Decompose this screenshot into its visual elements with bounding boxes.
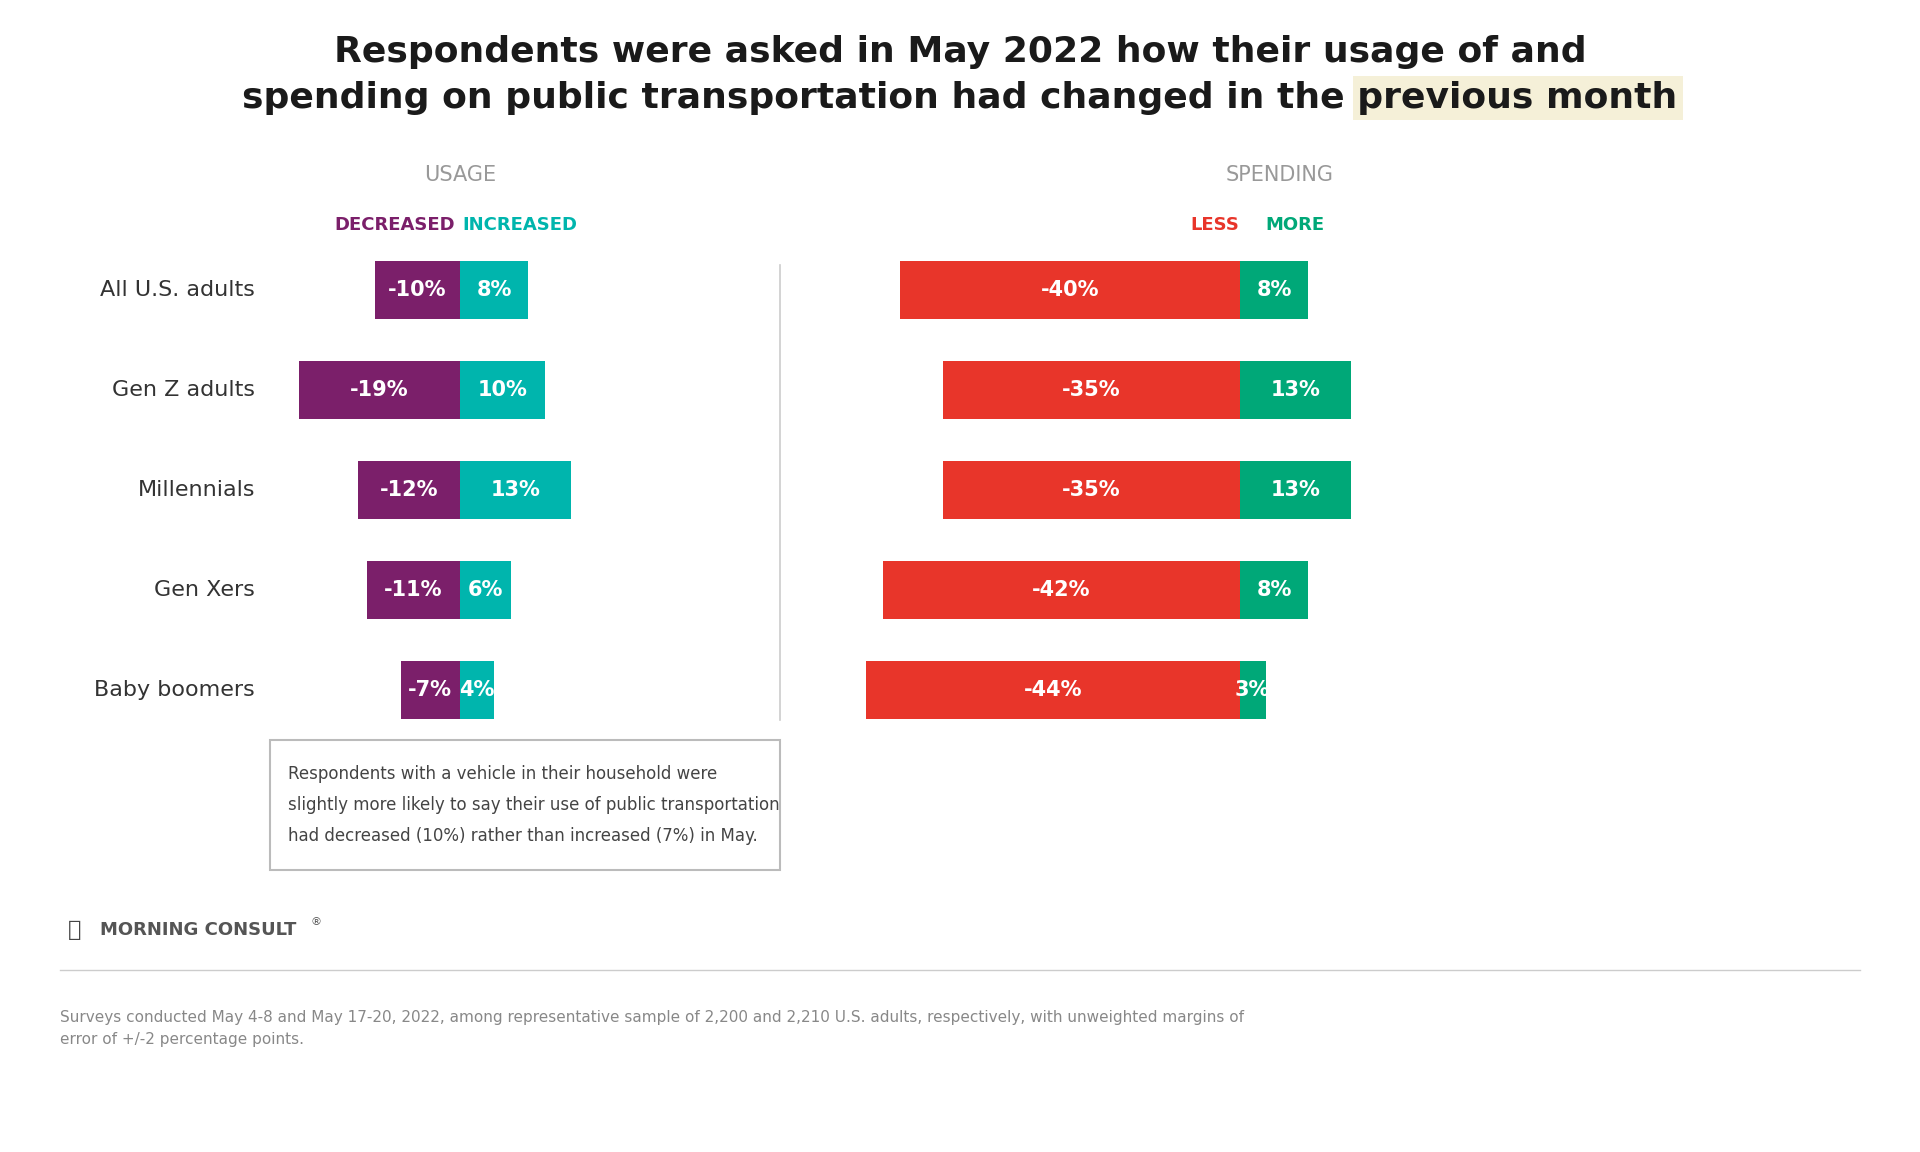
Text: 8%: 8% [1256, 280, 1292, 300]
Bar [461, 262, 528, 319]
Text: 4%: 4% [459, 680, 495, 700]
Bar [943, 361, 1240, 419]
Bar [943, 461, 1240, 520]
Bar [1240, 262, 1308, 319]
Bar [1352, 76, 1682, 120]
Bar [900, 262, 1240, 319]
Text: Respondents were asked in May 2022 how their usage of and: Respondents were asked in May 2022 how t… [334, 35, 1586, 69]
Text: -19%: -19% [349, 380, 409, 400]
Bar [866, 661, 1240, 719]
Text: 13%: 13% [1271, 380, 1321, 400]
Text: 6%: 6% [468, 579, 503, 600]
Bar [1240, 461, 1350, 520]
Text: -35%: -35% [1062, 480, 1121, 500]
Bar [461, 661, 493, 719]
Text: spending on public transportation had changed in the previous month: spending on public transportation had ch… [242, 81, 1678, 115]
Text: Millennials: Millennials [138, 480, 255, 500]
Bar [357, 461, 461, 520]
Text: -10%: -10% [388, 280, 447, 300]
Text: SPENDING: SPENDING [1227, 165, 1334, 185]
FancyBboxPatch shape [271, 740, 780, 870]
Text: USAGE: USAGE [424, 165, 495, 185]
Text: -40%: -40% [1041, 280, 1100, 300]
Text: LESS: LESS [1190, 217, 1240, 234]
Bar [1240, 561, 1308, 619]
Text: -42%: -42% [1033, 579, 1091, 600]
Text: -7%: -7% [409, 680, 453, 700]
Text: Gen Xers: Gen Xers [154, 579, 255, 600]
Text: MORNING CONSULT: MORNING CONSULT [100, 920, 296, 939]
Text: MORE: MORE [1265, 217, 1325, 234]
Text: ⨝: ⨝ [67, 920, 81, 940]
Text: -35%: -35% [1062, 380, 1121, 400]
Bar [298, 361, 461, 419]
Text: Baby boomers: Baby boomers [94, 680, 255, 700]
Text: 13%: 13% [490, 480, 540, 500]
Bar [374, 262, 461, 319]
Text: Gen Z adults: Gen Z adults [111, 380, 255, 400]
Bar [367, 561, 461, 619]
Bar [401, 661, 461, 719]
Bar [883, 561, 1240, 619]
Text: Respondents with a vehicle in their household were
slightly more likely to say t: Respondents with a vehicle in their hous… [288, 765, 780, 844]
Text: ®: ® [309, 917, 321, 927]
Text: Surveys conducted May 4-8 and May 17-20, 2022, among representative sample of 2,: Surveys conducted May 4-8 and May 17-20,… [60, 1010, 1244, 1047]
Text: DECREASED: DECREASED [334, 217, 455, 234]
Bar [461, 561, 511, 619]
Text: INCREASED: INCREASED [463, 217, 578, 234]
Text: -12%: -12% [380, 480, 438, 500]
Text: 13%: 13% [1271, 480, 1321, 500]
Text: 8%: 8% [476, 280, 513, 300]
Text: 8%: 8% [1256, 579, 1292, 600]
Text: All U.S. adults: All U.S. adults [100, 280, 255, 300]
Text: -11%: -11% [384, 579, 442, 600]
Bar [461, 361, 545, 419]
Text: 3%: 3% [1235, 680, 1271, 700]
Text: -44%: -44% [1023, 680, 1083, 700]
Text: 10%: 10% [478, 380, 528, 400]
Bar [1240, 661, 1265, 719]
Bar [461, 461, 570, 520]
Bar [1240, 361, 1350, 419]
